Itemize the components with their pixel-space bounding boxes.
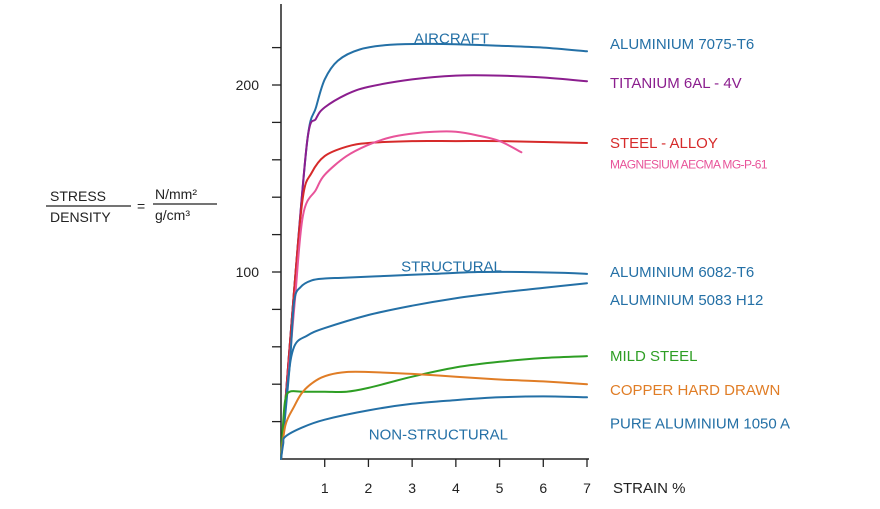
group-label-aircraft: AIRCRAFT (414, 30, 489, 47)
x-tick-label-5: 5 (496, 480, 504, 496)
y-tick-label-200: 200 (236, 77, 260, 93)
legend: ALUMINIUM 7075-T6 TITANIUM 6AL - 4V STEEL … (610, 36, 790, 433)
series-line-steel-alloy (280, 139, 588, 460)
y-title-equals: = (137, 198, 145, 214)
y-ticks: 100 200 (236, 46, 281, 423)
series-line-copper-hard-drawn (280, 370, 588, 460)
series-line-aluminium-6082-t6 (280, 270, 588, 460)
y-axis-title: STRESS DENSITY = N/mm² g/cm³ (46, 186, 217, 225)
y-title-numerator: STRESS (50, 188, 106, 204)
legend-label-aluminium-6082-t6: ALUMINIUM 6082-T6 (610, 264, 754, 281)
legend-label-mild-steel: MILD STEEL (610, 348, 698, 365)
y-title-unit-denominator: g/cm³ (155, 207, 190, 223)
legend-label-pure-aluminium-1050-a: PURE ALUMINIUM 1050 A (610, 415, 790, 432)
axes: 100 200 1 2 3 4 5 6 7 (236, 4, 591, 496)
x-tick-label-2: 2 (365, 480, 373, 496)
series-line-mild-steel (280, 355, 588, 460)
series-line-aluminium-5083-h12 (280, 282, 588, 460)
y-title-denominator: DENSITY (50, 209, 111, 225)
series-line-magnesium-aecma-mg-p-61 (280, 130, 523, 460)
group-labels: AIRCRAFT STRUCTURAL NON-STRUCTURAL (369, 30, 508, 443)
legend-label-titanium-6al-4v: TITANIUM 6AL - 4V (610, 75, 742, 92)
legend-label-aluminium-7075-t6: ALUMINIUM 7075-T6 (610, 36, 754, 53)
x-tick-label-1: 1 (321, 480, 329, 496)
series-lines (280, 42, 588, 460)
legend-label-aluminium-5083-h12: ALUMINIUM 5083 H12 (610, 292, 763, 309)
x-tick-label-3: 3 (408, 480, 416, 496)
series-line-pure-aluminium-1050-a (280, 395, 588, 460)
legend-label-magnesium-aecma-mg-p-61: MAGNESIUM AECMA MG-P-61 (610, 158, 768, 172)
x-tick-label-6: 6 (539, 480, 547, 496)
y-tick-label-100: 100 (236, 264, 260, 280)
group-label-non-structural: NON-STRUCTURAL (369, 427, 508, 444)
legend-label-copper-hard-drawn: COPPER HARD DRAWN (610, 382, 780, 399)
x-ticks: 1 2 3 4 5 6 7 (321, 459, 591, 496)
x-axis-title: STRAIN % (613, 480, 686, 497)
group-label-structural: STRUCTURAL (401, 258, 502, 275)
y-title-unit-numerator: N/mm² (155, 186, 197, 202)
x-tick-label-4: 4 (452, 480, 460, 496)
x-tick-label-7: 7 (583, 480, 591, 496)
legend-label-steel-alloy: STEEL - ALLOY (610, 135, 718, 152)
